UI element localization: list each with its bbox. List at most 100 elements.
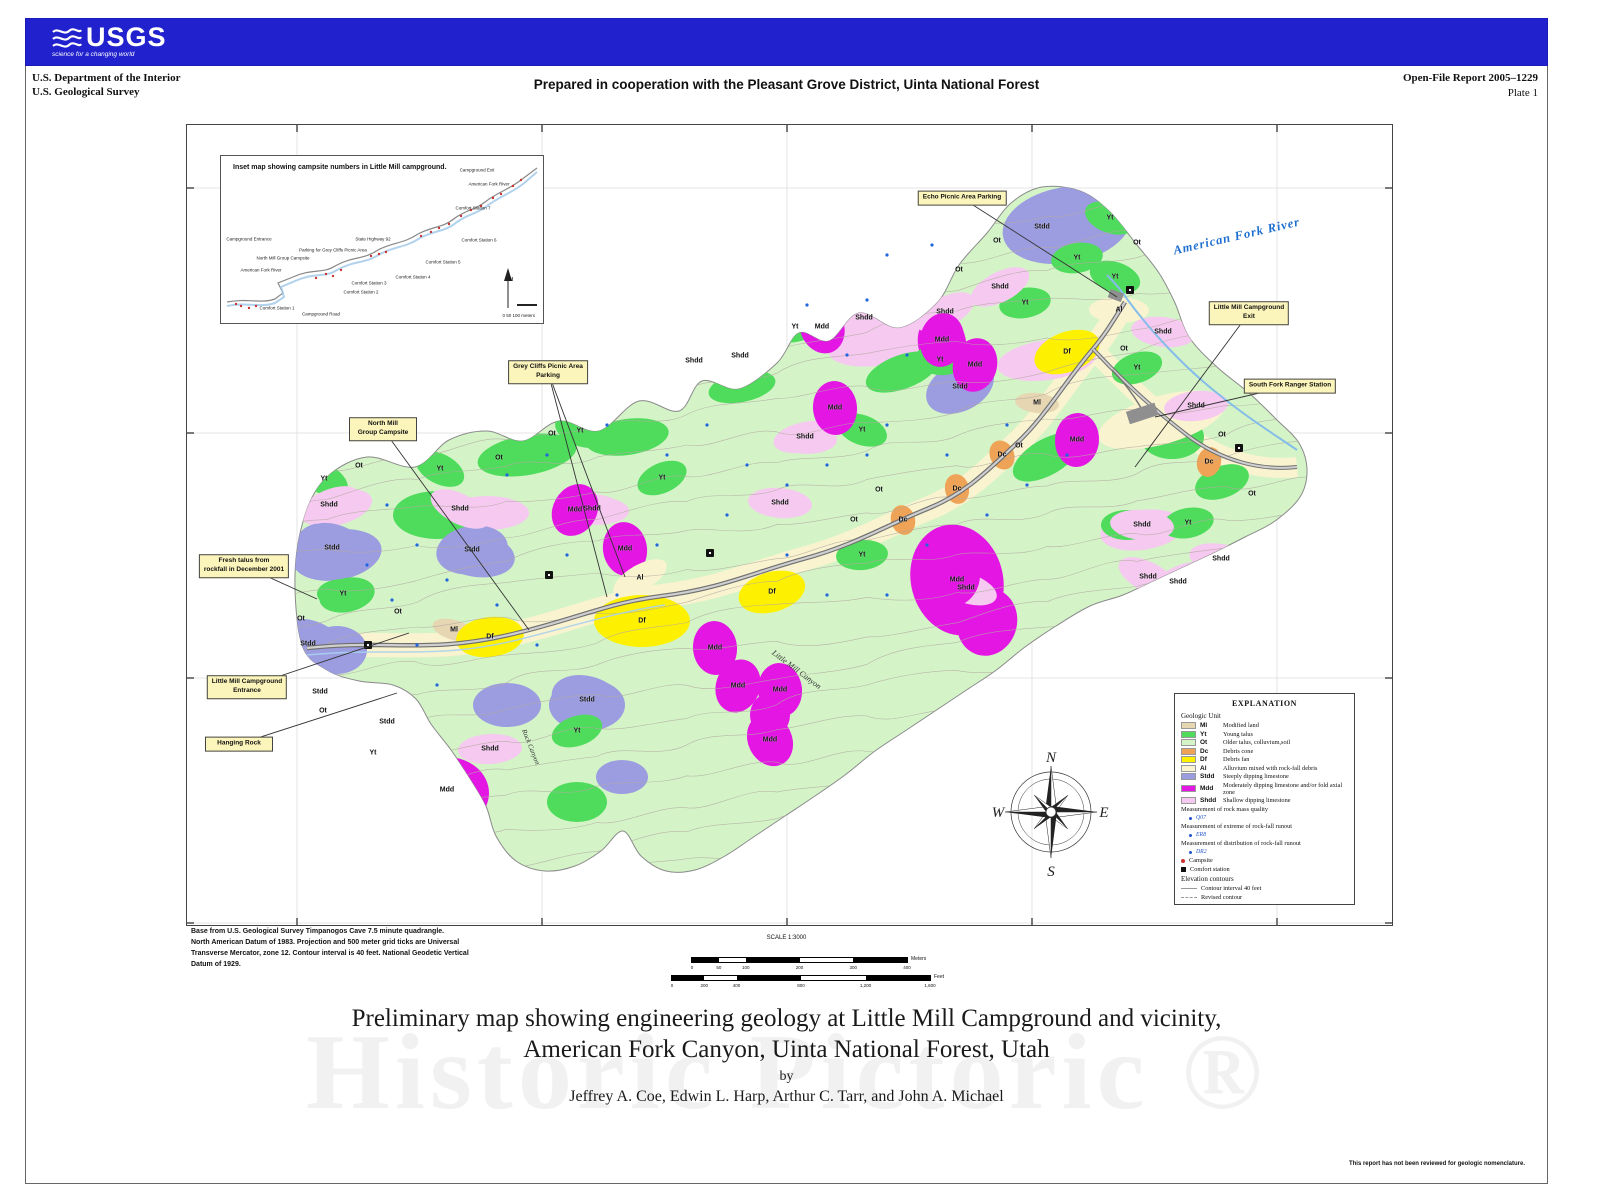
legend-units: Ml Modified land Yt Young talus Ot Older talu…	[1181, 722, 1348, 804]
map-unit-label: Stdd	[579, 696, 595, 704]
map-unit-label: Yt	[858, 426, 866, 434]
map-unit-label: Mdd	[772, 686, 788, 694]
map-unit-label: Shdd	[1133, 521, 1151, 529]
map-unit-label: Df	[1063, 348, 1071, 356]
map-unit-label: Shdd	[685, 357, 703, 365]
legend-unit-desc: Steeply dipping limestone	[1223, 773, 1289, 780]
usgs-wave-icon	[52, 27, 82, 48]
legend-unit-row: Ot Older talus, colluvium,soil	[1181, 739, 1348, 746]
by-label: by	[779, 1069, 794, 1084]
map-unit-label: Shdd	[1187, 402, 1205, 410]
legend-unit-desc: Debris fan	[1223, 756, 1250, 763]
map-unit-label: Ot	[1015, 442, 1023, 450]
map-canvas	[187, 125, 1392, 925]
inset-label: Comfort Station 6	[461, 237, 497, 243]
comfort-station-label: Comfort station	[1190, 866, 1230, 873]
legend-unit-row: Al Alluvium mixed with rock-fall debris	[1181, 764, 1348, 772]
legend-title: EXPLANATION	[1231, 699, 1298, 708]
map-unit-label: Yt	[1073, 254, 1081, 262]
scalebar-feet: 0 200 400 800 1,200 1,600 Feet	[671, 974, 944, 988]
usgs-logo-text: USGS	[86, 22, 167, 52]
map-unit-label: Mdd	[1069, 436, 1085, 444]
measurement-dot-icon	[1189, 833, 1192, 837]
scalebar-tick: 400	[732, 983, 741, 988]
campsite-label: Campsite	[1189, 857, 1213, 864]
map-unit-label: Ot	[355, 462, 363, 470]
map-unit-label: Ot	[495, 454, 503, 462]
map-unit-label: Stdd	[312, 688, 328, 696]
measurement-dot-icon	[1189, 850, 1192, 854]
map-unit-label: Mdd	[439, 786, 455, 794]
compass-n: N	[1045, 750, 1057, 766]
legend-unit-desc: Moderately dipping limestone and/or fold…	[1223, 781, 1343, 796]
map-unit-label: Shdd	[855, 314, 873, 322]
map-unit-label: Stdd	[1034, 223, 1050, 231]
map-callout: Hanging Rock	[205, 736, 273, 752]
legend-unit-code: Yt	[1200, 730, 1207, 738]
legend-unit-code: Mdd	[1200, 785, 1214, 792]
map-unit-label: Ot	[993, 237, 1001, 245]
campsite-marker-icon	[1181, 858, 1185, 863]
cooperation-line: Prepared in cooperation with the Pleasan…	[533, 77, 1040, 92]
base-credit-line: North American Datum of 1983. Projection…	[191, 938, 460, 946]
department-lines: U.S. Department of the Interior U.S. Geo…	[32, 71, 180, 100]
map-unit-label: Yt	[320, 475, 328, 483]
authors: Jeffrey A. Coe, Edwin L. Harp, Arthur C.…	[569, 1088, 1004, 1105]
map-unit-label: Shdd	[1212, 555, 1230, 563]
map-unit-label: Dc	[952, 485, 962, 493]
map-unit-label: Mdd	[934, 336, 950, 344]
legend-measurement-label: Measurement of distribution of rock-fall…	[1181, 840, 1301, 847]
scale-label: SCALE 1:3000	[766, 935, 807, 941]
map-unit-label: Shdd	[451, 505, 469, 513]
legend-measurement-sample: DR2	[1189, 849, 1348, 855]
legend-measurement-label: Measurement of rock mass quality	[1181, 806, 1269, 813]
legend-swatch	[1181, 730, 1196, 738]
scalebar-tick: 1,200	[859, 983, 872, 988]
map-unit-label: Df	[486, 633, 494, 641]
legend-swatch	[1181, 756, 1196, 763]
title-block: Preliminary map showing engineering geol…	[26, 1005, 1547, 1106]
scalebar-tick: 400	[903, 965, 911, 970]
scalebar-unit: Meters	[911, 956, 927, 962]
compass-e: E	[1098, 805, 1108, 821]
map-unit-label: Yt	[1133, 364, 1141, 372]
map-unit-label: Mdd	[617, 545, 633, 553]
contour-line-sample	[1181, 897, 1197, 898]
map-callout: Fresh talus from rockfall in December 20…	[198, 554, 290, 578]
map-unit-label: Mdd	[762, 736, 778, 744]
legend-swatch	[1181, 785, 1196, 792]
map-callout: Echo Picnic Area Parking	[917, 190, 1007, 206]
inset-map: Inset map showing campsite numbers in Li…	[220, 155, 544, 324]
inset-label: Comfort Station 3	[351, 280, 387, 286]
map-unit-label: Ot	[1218, 431, 1226, 439]
map-unit-label: Yt	[858, 551, 866, 559]
legend-measurements: Measurement of rock mass quality Q07 Measu…	[1181, 806, 1348, 855]
legend-unit-code: Shdd	[1200, 797, 1217, 804]
legend-unit-row: Shdd Shallow dipping limestone	[1181, 797, 1348, 804]
base-credit-line: Base from U.S. Geological Survey Timpano…	[191, 928, 445, 935]
map-unit-label: Ot	[394, 608, 402, 616]
map-callout: Little Mill Campground Exit	[1208, 301, 1290, 325]
inset-title: Inset map showing campsite numbers in Li…	[233, 164, 447, 171]
plate-sheet: USGS science for a changing world U.S. D…	[25, 18, 1548, 1184]
legend-unit-code: Ot	[1200, 739, 1208, 746]
usgs-logo: USGS science for a changing world	[52, 22, 167, 58]
map-unit-label: Ot	[955, 266, 963, 274]
inset-label: Comfort Station 7	[455, 205, 491, 211]
map-unit-label: Ot	[319, 707, 327, 715]
legend-comfort-row: Comfort station	[1181, 866, 1348, 873]
map-unit-label: Shdd	[583, 505, 601, 513]
map-unit-label: Shdd	[771, 499, 789, 507]
map-unit-label: Shdd	[796, 433, 814, 441]
title-line-2: American Fork Canyon, Uinta National For…	[523, 1036, 1050, 1063]
map-unit-label: Mdd	[827, 404, 843, 412]
legend-swatch	[1181, 722, 1196, 729]
map-unit-label: Yt	[436, 465, 444, 473]
legend-unit-row: Df Debris fan	[1181, 756, 1348, 763]
legend-swatch	[1181, 739, 1196, 746]
inset-label: Campground Exit	[459, 167, 495, 173]
inset-label: Comfort Station 2	[343, 289, 379, 295]
inset-label: Comfort Station 1	[259, 305, 295, 311]
legend-unit-desc: Modified land	[1223, 722, 1259, 729]
map-unit-label: Ot	[1248, 490, 1256, 498]
